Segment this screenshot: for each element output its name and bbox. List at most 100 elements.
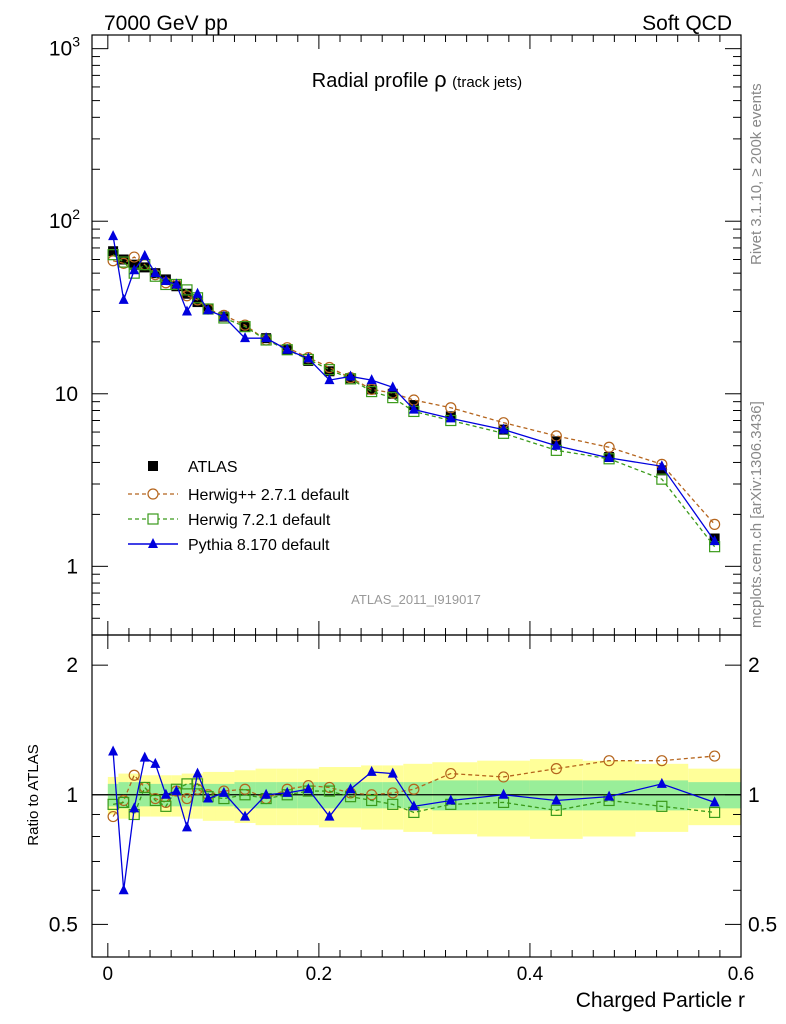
ratio-point-pythia-8-170-default xyxy=(218,786,229,797)
point-pythia-8-170-default xyxy=(709,535,720,546)
ratio-point-pythia-8-170-default xyxy=(261,788,272,799)
ratio-point-herwig-7-2-1-default xyxy=(239,789,251,801)
point-pythia-8-170-default xyxy=(240,332,251,343)
ratio-point-herwig-2-7-1-default xyxy=(387,787,399,799)
point-pythia-8-170-default xyxy=(387,381,398,392)
ratio-plot-frame xyxy=(91,634,742,958)
point-herwig-7-2-1-default xyxy=(656,473,668,485)
point-atlas xyxy=(192,297,203,308)
ratio-point-herwig-7-2-1-default xyxy=(387,798,399,810)
x-tick-label: 0.4 xyxy=(517,964,544,985)
point-pythia-8-170-default xyxy=(282,343,293,354)
ratio-point-herwig-7-2-1-default xyxy=(149,794,161,807)
series-main-pythia-8-170-default xyxy=(108,230,720,546)
ratio-line-herwig-7-2-1-default xyxy=(112,783,715,816)
chart-title: Radial profile ρ (track jets) xyxy=(312,67,522,92)
ratio-point-herwig-2-7-1-default xyxy=(550,763,562,775)
point-atlas xyxy=(656,465,667,476)
ratio-point-pythia-8-170-default xyxy=(192,767,203,778)
ratio-point-herwig-2-7-1-default xyxy=(656,755,668,767)
point-atlas xyxy=(139,262,150,273)
ratio-point-pythia-8-170-default xyxy=(129,802,140,813)
point-pythia-8-170-default xyxy=(656,460,667,471)
point-herwig-2-7-1-default xyxy=(709,518,721,530)
point-herwig-7-2-1-default xyxy=(387,392,399,404)
ratio-point-herwig-2-7-1-default xyxy=(709,750,721,762)
ratio-point-pythia-8-170-default xyxy=(203,792,214,803)
legend-entry-herwig7: Herwig 7.2.1 default xyxy=(128,512,331,529)
y-tick-label: 103 xyxy=(49,34,80,61)
point-herwig-7-2-1-default xyxy=(107,249,119,261)
ratio-point-herwig-7-2-1-default xyxy=(160,800,172,812)
ratio-point-pythia-8-170-default xyxy=(656,777,667,788)
legend-marker-herwigpp xyxy=(147,488,159,500)
point-pythia-8-170-default xyxy=(160,275,171,286)
legend-marker-herwig7 xyxy=(147,513,159,525)
legend-marker-pythia xyxy=(148,538,158,548)
point-pythia-8-170-default xyxy=(181,305,192,316)
x-tick-label: 0 xyxy=(103,964,114,985)
ratio-point-herwig-7-2-1-default xyxy=(139,781,151,794)
point-pythia-8-170-default xyxy=(118,293,129,304)
ratio-point-pythia-8-170-default xyxy=(324,810,335,821)
legend-label-herwig7: Herwig 7.2.1 default xyxy=(188,512,331,529)
point-herwig-7-2-1-default xyxy=(239,321,251,333)
ratio-point-herwig-7-2-1-default xyxy=(709,806,721,819)
point-pythia-8-170-default xyxy=(192,287,203,298)
point-pythia-8-170-default xyxy=(366,374,377,385)
ratio-point-herwig-7-2-1-default xyxy=(118,796,130,809)
point-atlas xyxy=(181,288,192,299)
ratio-point-pythia-8-170-default xyxy=(709,796,720,807)
point-pythia-8-170-default xyxy=(218,310,229,321)
ratio-point-herwig-7-2-1-default xyxy=(656,800,668,812)
legend: ATLAS Herwig++ 2.7.1 default Herwig 7.2.… xyxy=(128,459,350,554)
ratio-point-pythia-8-170-default xyxy=(498,788,509,799)
header-left: 7000 GeV pp xyxy=(104,12,228,35)
series-ratio-pythia-8-170-default xyxy=(108,745,720,895)
ratio-point-herwig-7-2-1-default xyxy=(323,785,336,797)
ratio-point-pythia-8-170-default xyxy=(551,794,562,805)
point-pythia-8-170-default xyxy=(408,403,419,414)
point-pythia-8-170-default xyxy=(139,249,150,260)
point-pythia-8-170-default xyxy=(150,267,161,278)
y-tick-label: 1 xyxy=(66,555,78,578)
point-pythia-8-170-default xyxy=(108,230,119,241)
ratio-point-pythia-8-170-default xyxy=(408,800,419,811)
legend-entry-pythia: Pythia 8.170 default xyxy=(128,537,330,554)
ratio-y-tick-label-left: 0.5 xyxy=(49,913,78,936)
point-herwig-7-2-1-default xyxy=(181,284,193,296)
ratio-y-axis-label: Ratio to ATLAS xyxy=(25,744,42,845)
ratio-point-pythia-8-170-default xyxy=(108,745,119,756)
ratio-point-pythia-8-170-default xyxy=(139,751,150,762)
ratio-point-pythia-8-170-default xyxy=(445,794,456,805)
ratio-point-pythia-8-170-default xyxy=(171,785,182,796)
legend-marker-atlas xyxy=(148,461,158,471)
ratio-point-herwig-2-7-1-default xyxy=(366,789,378,801)
mcplots-url-text: mcplots.cern.ch [arXiv:1306.3436] xyxy=(748,401,765,628)
ratio-y-tick-label-left: 1 xyxy=(66,784,78,807)
ratio-y-tick-label-left: 2 xyxy=(66,654,78,677)
series-line-herwig-2-7-1-default xyxy=(112,256,716,525)
ratio-point-pythia-8-170-default xyxy=(150,757,161,768)
x-tick-label: 0.6 xyxy=(728,964,754,985)
y-tick-label: 10 xyxy=(55,383,78,406)
point-pythia-8-170-default xyxy=(171,278,182,289)
ratio-point-herwig-2-7-1-default xyxy=(445,767,457,780)
ratio-point-pythia-8-170-default xyxy=(118,884,129,895)
ratio-line-pythia-8-170-default xyxy=(112,751,715,891)
ratio-point-pythia-8-170-default xyxy=(366,765,377,776)
ratio-point-pythia-8-170-default xyxy=(604,790,615,801)
ratio-point-pythia-8-170-default xyxy=(240,810,251,821)
legend-label-pythia: Pythia 8.170 default xyxy=(188,537,330,554)
analysis-watermark: ATLAS_2011_I919017 xyxy=(351,592,481,607)
point-pythia-8-170-default xyxy=(604,451,615,462)
ratio-point-herwig-2-7-1-default xyxy=(603,755,615,767)
legend-label-herwigpp: Herwig++ 2.7.1 default xyxy=(188,487,350,504)
ratio-point-pythia-8-170-default xyxy=(387,767,398,778)
ratio-y-tick-label-right: 1 xyxy=(748,784,760,807)
point-herwig-7-2-1-default xyxy=(118,256,130,268)
legend-label-atlas: ATLAS xyxy=(188,459,238,476)
ratio-point-herwig-7-2-1-default xyxy=(550,804,562,816)
x-tick-label: 0.2 xyxy=(306,964,332,985)
